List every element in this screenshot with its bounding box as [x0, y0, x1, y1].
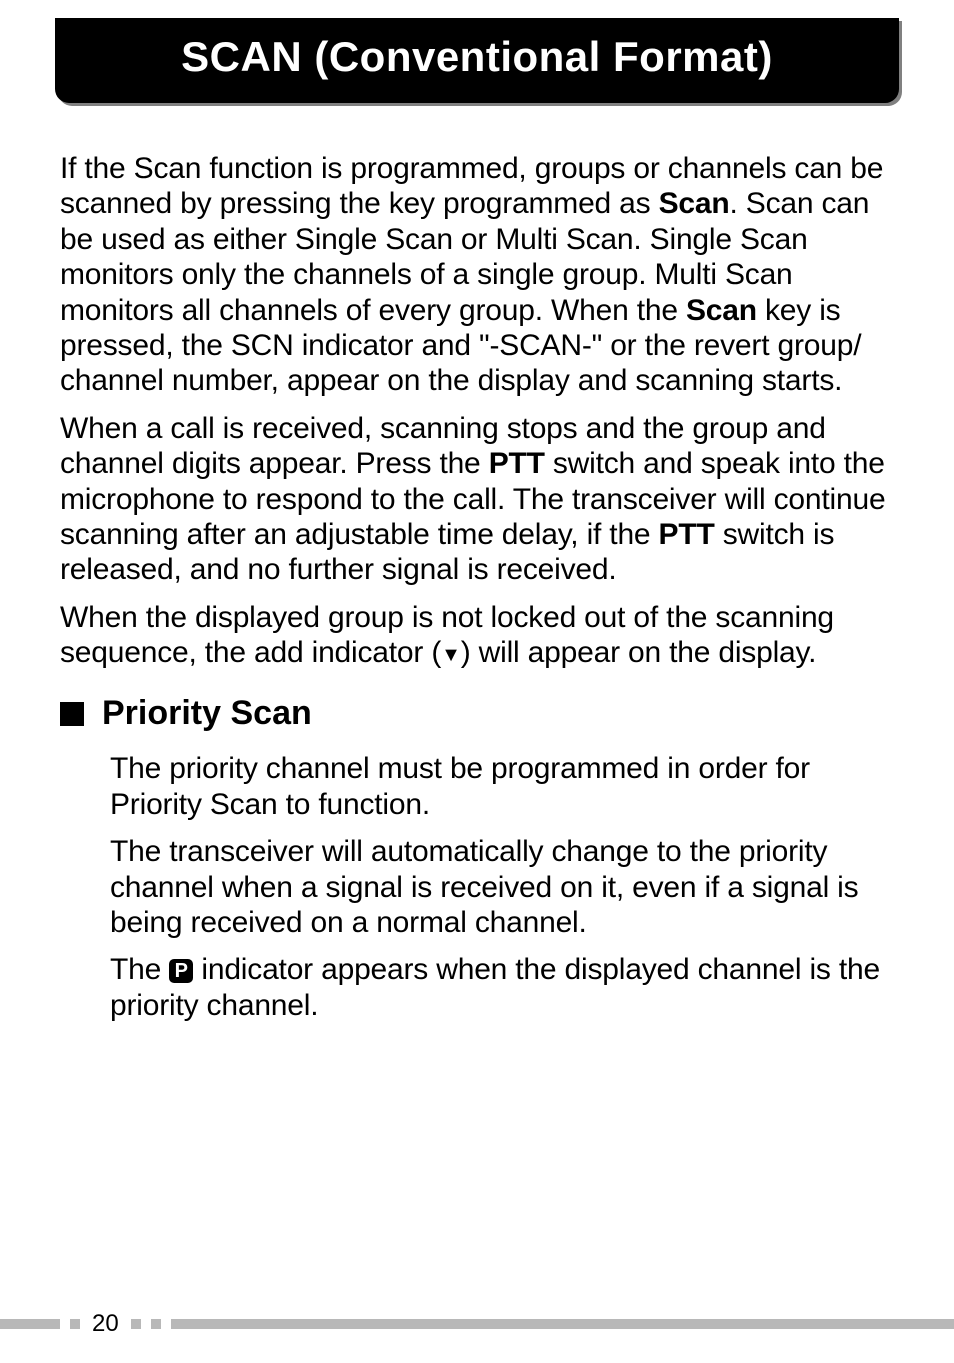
footer-bar-left	[0, 1319, 60, 1329]
section-heading: Priority Scan	[60, 694, 894, 733]
footer-square	[151, 1319, 161, 1329]
footer: 20	[0, 1317, 954, 1331]
square-bullet-icon	[60, 702, 84, 726]
content-area: If the Scan function is programmed, grou…	[60, 151, 894, 1023]
paragraph-3: When the displayed group is not locked o…	[60, 600, 894, 671]
para2-bold-ptt2: PTT	[659, 518, 715, 551]
footer-square	[131, 1319, 141, 1329]
sub-para3-post: indicator appears when the displayed cha…	[110, 953, 880, 1021]
sub-paragraph-3: The P indicator appears when the display…	[110, 952, 894, 1023]
paragraph-2: When a call is received, scanning stops …	[60, 411, 894, 588]
section-title: Priority Scan	[102, 694, 312, 733]
page-title: SCAN (Conventional Format)	[181, 33, 773, 81]
down-triangle-icon: ▼	[441, 644, 461, 668]
para2-bold-ptt1: PTT	[489, 447, 545, 480]
header-banner: SCAN (Conventional Format)	[55, 18, 899, 103]
para1-bold-scan2: Scan	[686, 294, 757, 327]
footer-square	[70, 1319, 80, 1329]
header-container: SCAN (Conventional Format)	[55, 18, 899, 103]
page-number: 20	[92, 1310, 119, 1338]
section-body: The priority channel must be programmed …	[110, 751, 894, 1023]
para1-bold-scan1: Scan	[659, 187, 730, 220]
sub-para3-pre: The	[110, 953, 169, 986]
footer-bar-right	[171, 1319, 954, 1329]
sub-paragraph-1: The priority channel must be programmed …	[110, 751, 894, 822]
sub-paragraph-2: The transceiver will automatically chang…	[110, 834, 894, 940]
priority-badge-icon: P	[169, 959, 193, 983]
paragraph-1: If the Scan function is programmed, grou…	[60, 151, 894, 399]
para3-text-post: ) will appear on the display.	[461, 636, 817, 669]
